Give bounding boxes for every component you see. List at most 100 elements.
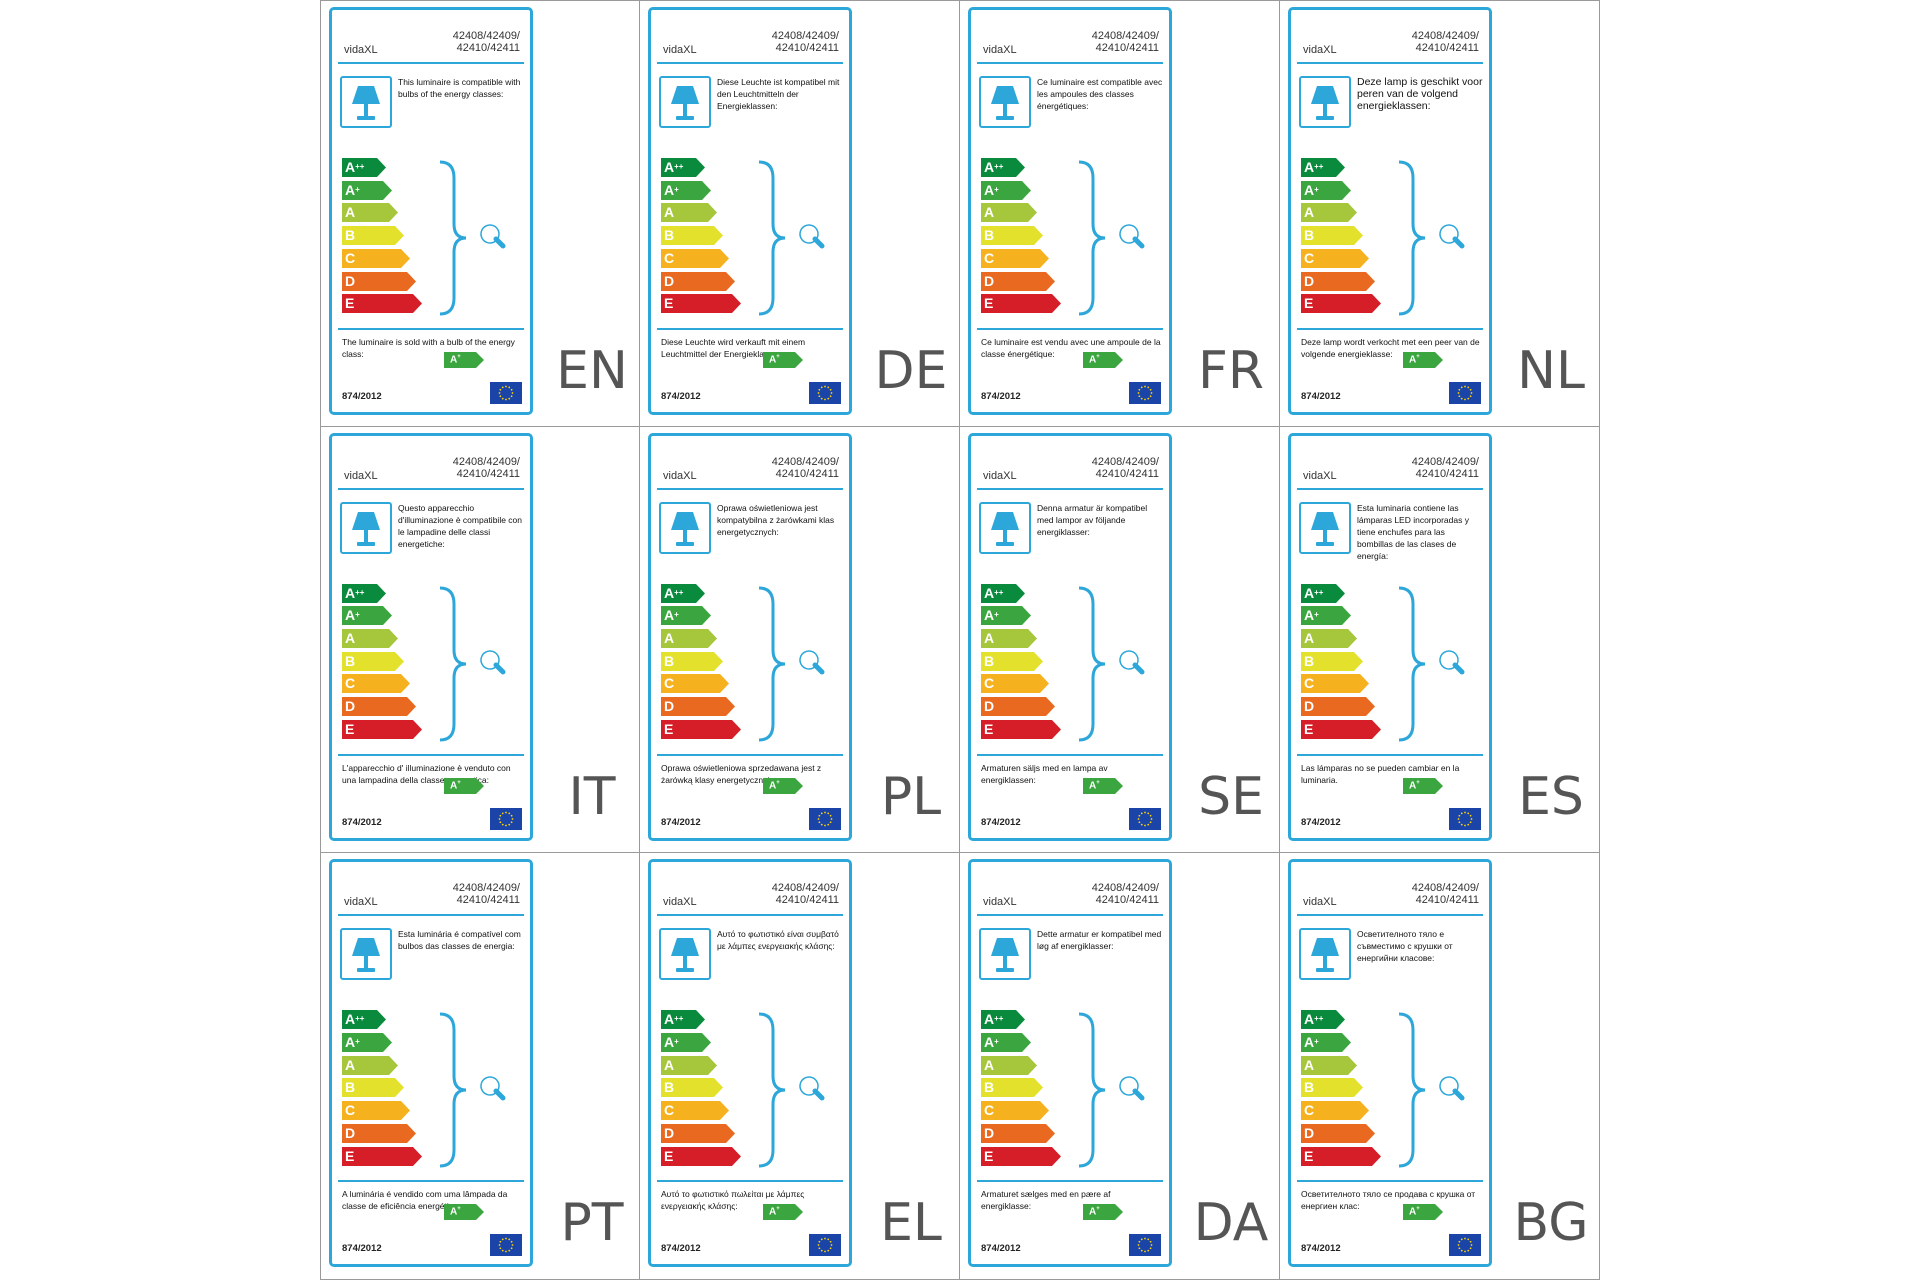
class-letter: A — [345, 584, 356, 601]
energy-class-bar: A — [342, 1055, 398, 1075]
energy-class-letter: B — [1304, 1078, 1314, 1097]
light-bulb-icon — [1437, 648, 1467, 683]
sold-class-badge: A+ — [1083, 1204, 1123, 1225]
light-bulb-icon — [1117, 1074, 1147, 1109]
energy-class-letter: C — [345, 1101, 355, 1120]
lamp-icon-box — [1299, 76, 1351, 128]
energy-class-bar: D — [1301, 271, 1375, 291]
brand-name: vidaXL — [344, 44, 378, 56]
model-number-line: 42408/42409/ — [1411, 455, 1479, 468]
energy-class-bar: A++ — [342, 158, 386, 177]
energy-class-bar: E — [1301, 294, 1381, 314]
class-superscript: + — [994, 610, 999, 620]
model-number-line: 42408/42409/ — [452, 30, 520, 42]
energy-label: vidaXL 42408/42409/42410/42411 Esta lumina… — [1288, 432, 1492, 841]
class-letter: A — [1304, 181, 1315, 198]
sold-with-text: Осветителното тяло се продава с крушка о… — [1301, 1189, 1476, 1212]
energy-class-letter: A++ — [1304, 158, 1323, 177]
energy-class-bar: C — [342, 1101, 410, 1121]
compatibility-brace — [751, 158, 841, 323]
energy-class-letter: D — [664, 697, 674, 716]
class-superscript: + — [994, 1037, 999, 1046]
class-letter: B — [345, 652, 356, 669]
energy-class-letter: A — [664, 1056, 674, 1075]
brand-name: vidaXL — [344, 469, 378, 482]
regulation-number: 874/2012 — [342, 391, 382, 402]
class-letter: C — [345, 249, 356, 266]
energy-class-bar: A++ — [661, 1010, 705, 1030]
model-number-line: 42410/42411 — [456, 467, 520, 480]
lamp-icon-box — [659, 76, 711, 128]
energy-class-bar: A — [342, 203, 398, 223]
energy-class-bar: E — [342, 719, 422, 739]
light-bulb-icon — [797, 222, 827, 257]
regulation-number: 874/2012 — [1301, 391, 1341, 402]
class-letter: C — [345, 1102, 356, 1119]
energy-class-letter: B — [984, 226, 994, 245]
model-numbers: 42408/42409/42410/42411 — [1412, 30, 1479, 54]
class-letter: A — [1304, 159, 1315, 175]
compatibility-brace — [751, 1010, 841, 1175]
energy-class-scale: A++ A+ A B C D E — [1301, 583, 1391, 742]
regulation-number: 874/2012 — [661, 391, 701, 402]
compatibility-text: Deze lamp is geschikt voor peren van de … — [1357, 76, 1483, 112]
class-letter: C — [345, 675, 356, 692]
energy-class-letter: A++ — [345, 1010, 364, 1029]
energy-class-bar: B — [1301, 226, 1363, 246]
energy-class-bar: C — [981, 674, 1049, 694]
language-code: IT — [568, 766, 616, 827]
model-number-line: 42408/42409/ — [771, 882, 839, 895]
class-superscript: ++ — [674, 587, 684, 597]
energy-class-scale: A++ A+ A B C D E — [981, 583, 1071, 742]
compatibility-brace — [1071, 584, 1161, 749]
footer-divider — [977, 1180, 1163, 1183]
energy-class-scale: A++ A+ A B C D E — [981, 158, 1071, 316]
label-cell: vidaXL 42408/42409/42410/42411 Deze lamp i… — [1280, 0, 1600, 427]
energy-class-bar: A++ — [1301, 158, 1345, 177]
class-letter: A — [984, 159, 995, 175]
label-header: vidaXL 42408/42409/42410/42411 — [977, 440, 1163, 490]
energy-class-bar: A++ — [661, 583, 705, 603]
light-bulb-icon — [797, 648, 827, 683]
energy-class-bar: E — [661, 1146, 741, 1166]
class-superscript: ++ — [355, 587, 365, 597]
label-cell: vidaXL 42408/42409/42410/42411 This lumina… — [320, 0, 640, 427]
energy-label: vidaXL 42408/42409/42410/42411 Oprawa oświ… — [648, 432, 852, 841]
energy-class-bar: B — [661, 651, 723, 671]
energy-class-bar: A — [661, 203, 717, 223]
energy-class-letter: B — [664, 226, 674, 245]
energy-class-bar: E — [661, 719, 741, 739]
class-letter: A — [664, 607, 675, 624]
model-numbers: 42408/42409/42410/42411 — [772, 30, 839, 54]
light-bulb-icon — [1437, 222, 1467, 257]
class-letter: A — [984, 204, 995, 221]
energy-class-letter: C — [1304, 674, 1314, 693]
energy-label: vidaXL 42408/42409/42410/42411 Deze lamp i… — [1288, 7, 1492, 415]
energy-class-bar: D — [981, 271, 1055, 291]
energy-class-bar: D — [342, 697, 416, 717]
energy-class-letter: B — [345, 652, 355, 671]
energy-class-bar: A++ — [1301, 1010, 1345, 1030]
energy-class-letter: A+ — [1304, 606, 1319, 625]
class-letter: B — [345, 1079, 356, 1096]
class-superscript: ++ — [994, 162, 1004, 171]
energy-class-letter: E — [1304, 720, 1313, 739]
energy-label: vidaXL 42408/42409/42410/42411 Questo appa… — [329, 432, 533, 841]
sold-class-badge: A+ — [763, 777, 803, 799]
light-bulb-icon — [478, 222, 508, 257]
class-letter: B — [664, 227, 675, 244]
sold-class-sup: + — [1416, 354, 1420, 360]
brand-name: vidaXL — [663, 469, 697, 482]
class-letter: E — [345, 720, 355, 737]
energy-class-bar: A+ — [981, 180, 1031, 200]
energy-class-bar: A+ — [342, 1033, 392, 1052]
compatibility-brace — [751, 584, 841, 749]
compatibility-text: Questo apparecchio d'illuminazione è com… — [398, 502, 522, 549]
model-number-line: 42408/42409/ — [1091, 30, 1159, 42]
class-letter: C — [984, 249, 995, 266]
brand-name: vidaXL — [1303, 44, 1337, 56]
energy-class-bar: A — [981, 1055, 1037, 1075]
label-cell: vidaXL 42408/42409/42410/42411 Осветително… — [1280, 853, 1600, 1280]
class-superscript: ++ — [1314, 162, 1324, 171]
class-superscript: ++ — [355, 1014, 365, 1024]
